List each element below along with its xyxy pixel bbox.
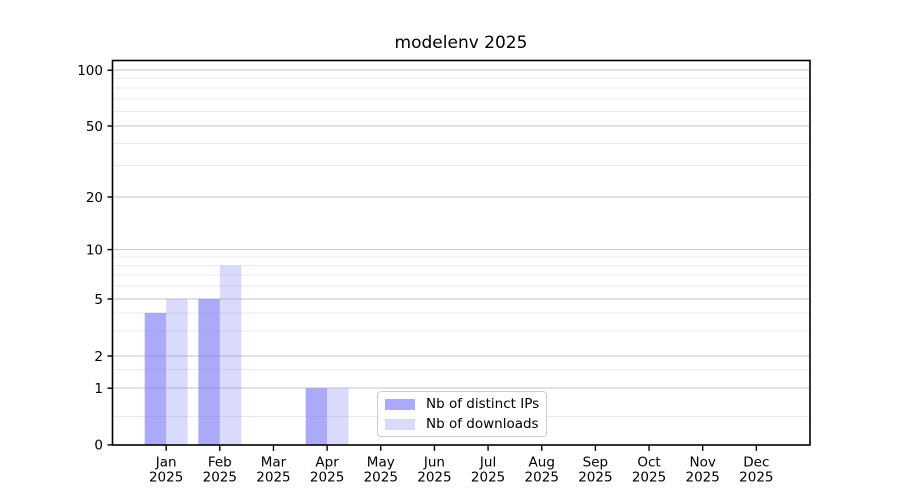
bar-distinct-ips-jan — [144, 312, 167, 445]
legend: Nb of distinct IPs Nb of downloads — [377, 391, 547, 437]
x-tick-label-month: Aug — [529, 455, 555, 471]
legend-item-downloads: Nb of downloads — [385, 415, 539, 432]
x-tick-label-month: Oct — [637, 455, 660, 471]
x-tick-label-year: 2025 — [525, 470, 559, 486]
y-tick-label: 1 — [94, 381, 103, 397]
x-tick-label-month: Feb — [208, 455, 232, 471]
y-tick-label: 2 — [94, 349, 103, 365]
legend-swatch-distinct-ips-icon — [385, 399, 415, 411]
x-tick-label-month: May — [367, 455, 395, 471]
x-tick-label-year: 2025 — [256, 470, 290, 486]
x-tick-label-year: 2025 — [632, 470, 666, 486]
bar-downloads-feb — [219, 265, 242, 445]
chart-title: modelenv 2025 — [394, 33, 528, 53]
y-tick-label: 50 — [86, 119, 103, 135]
x-tick-label-year: 2025 — [471, 470, 505, 486]
plot-border — [111, 59, 811, 446]
legend-swatch-downloads-icon — [385, 418, 415, 430]
x-tick-label-month: Mar — [261, 455, 287, 471]
y-tick-label: 100 — [77, 63, 103, 79]
x-tick-label-month: Jul — [479, 455, 496, 471]
x-tick-label-year: 2025 — [203, 470, 237, 486]
bar-distinct-ips-apr — [305, 388, 328, 445]
x-tick-label-year: 2025 — [578, 470, 612, 486]
x-tick-label-month: Apr — [315, 455, 339, 471]
x-tick-label-month: Nov — [690, 455, 716, 471]
legend-label-downloads: Nb of downloads — [426, 415, 539, 432]
x-tick-label-month: Sep — [583, 455, 608, 471]
y-tick-label: 5 — [94, 292, 103, 308]
x-tick-label-year: 2025 — [310, 470, 344, 486]
x-tick-label-year: 2025 — [364, 470, 398, 486]
x-tick-label-year: 2025 — [417, 470, 451, 486]
bar-distinct-ips-feb — [198, 299, 220, 445]
y-tick-label: 20 — [86, 190, 103, 206]
x-tick-label-year: 2025 — [686, 470, 720, 486]
y-tick-label: 0 — [94, 438, 103, 454]
x-tick-label-year: 2025 — [149, 470, 183, 486]
y-tick-label: 10 — [86, 242, 103, 258]
x-tick-label-month: Dec — [743, 455, 769, 471]
x-tick-label-month: Jun — [423, 455, 445, 471]
legend-item-distinct-ips: Nb of distinct IPs — [385, 396, 540, 412]
legend-label-distinct-ips: Nb of distinct IPs — [426, 396, 540, 412]
bar-downloads-jan — [166, 299, 188, 445]
x-tick-label-year: 2025 — [739, 470, 773, 486]
bar-downloads-apr — [327, 388, 349, 445]
x-tick-label-month: Jan — [155, 455, 177, 471]
